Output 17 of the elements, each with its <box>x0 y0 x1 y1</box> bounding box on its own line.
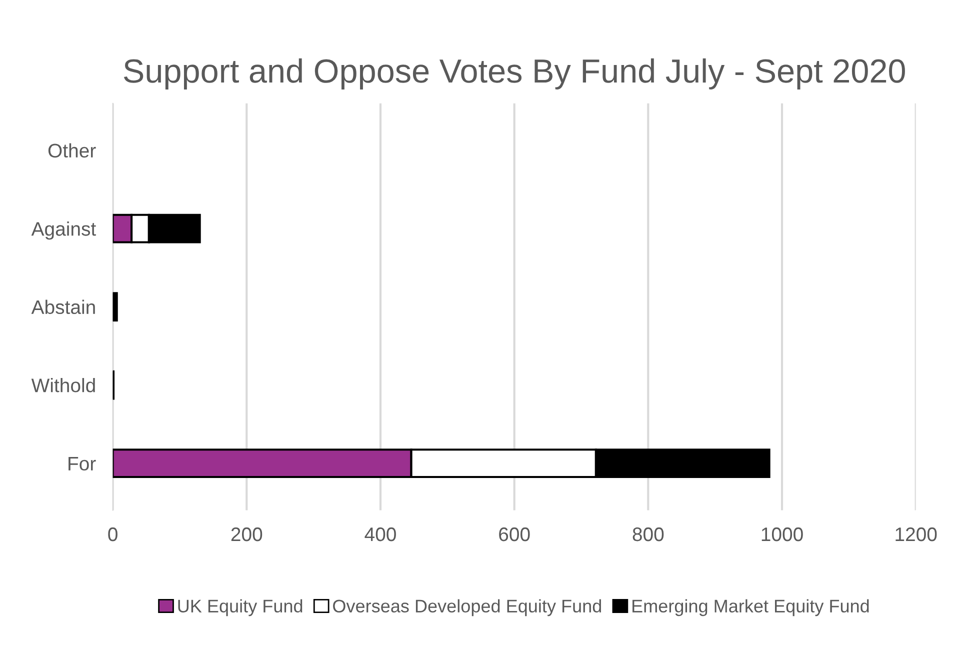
y-tick-label: Withold <box>31 378 95 392</box>
legend-label: Overseas Developed Equity Fund <box>333 599 601 616</box>
x-tick-label: 800 <box>632 527 664 542</box>
bar <box>112 292 118 322</box>
x-tick-label: 0 <box>108 527 118 542</box>
x-tick-label: 600 <box>499 527 530 542</box>
chart-title: Support and Oppose Votes By Fund July - Sept 2020 <box>124 58 905 90</box>
y-tick-label: For <box>68 456 96 471</box>
x-tick-label: 400 <box>364 527 396 542</box>
x-tick-label: 1000 <box>762 527 803 542</box>
legend-label: UK Equity Fund <box>178 599 302 616</box>
y-tick-label: Against <box>31 222 96 240</box>
y-tick-label: Other <box>48 143 96 158</box>
y-tick-label: Abstain <box>31 300 95 314</box>
x-tick-label: 1200 <box>896 527 937 542</box>
legend-label: Emerging Market Equity Fund <box>632 599 869 616</box>
x-tick-label: 200 <box>231 527 262 542</box>
